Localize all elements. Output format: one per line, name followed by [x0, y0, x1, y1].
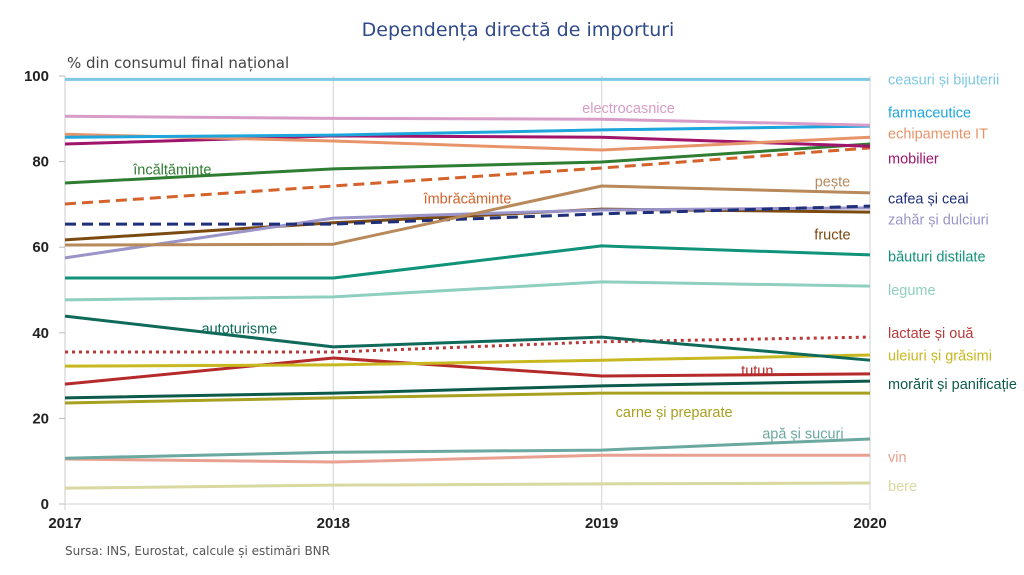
- series-line-18: [64, 391, 870, 405]
- y-tick-label: 0: [41, 496, 49, 513]
- series-line-7: [64, 184, 871, 247]
- series-line-20: [64, 453, 870, 464]
- series-line-11: [65, 244, 871, 280]
- series-line-13: [64, 314, 871, 362]
- legend-label: uleiuri și grăsimi: [888, 348, 992, 364]
- inline-series-label: apă și sucuri: [762, 426, 843, 442]
- y-tick-label: 40: [32, 325, 49, 342]
- legend-label: vin: [888, 450, 907, 466]
- series-line-21: [64, 481, 871, 490]
- y-tick-label: 80: [32, 154, 49, 171]
- y-tick-label: 20: [32, 410, 49, 427]
- series-labels: ceasuri și bijuterii farmaceutice echipame…: [132, 72, 1017, 495]
- inline-series-label: pește: [815, 174, 850, 190]
- inline-series-label: electrocasnice: [582, 101, 675, 117]
- series-line-15: [64, 353, 871, 368]
- y-tick-label: 60: [32, 239, 49, 256]
- legend-label: zahăr și dulciuri: [888, 212, 989, 228]
- legend-label: legume: [888, 283, 936, 299]
- legend-label: ceasuri și bijuterii: [888, 72, 999, 88]
- series-line-12: [64, 280, 871, 302]
- series-line-2: [64, 124, 871, 139]
- inline-series-label: carne și preparate: [616, 405, 733, 421]
- series-line-8: [65, 204, 871, 226]
- x-tick-label: 2018: [317, 515, 350, 532]
- series-lines: [64, 77, 871, 490]
- inline-series-label: autoturisme: [202, 322, 278, 338]
- legend-label: echipamente IT: [888, 126, 988, 142]
- source-note: Sursa: INS, Eurostat, calcule și estimăr…: [65, 544, 330, 558]
- series-line-6: [64, 146, 871, 206]
- series-line-16: [64, 356, 871, 386]
- y-axis-label: % din consumul final național: [67, 54, 289, 72]
- series-line-19: [64, 437, 871, 460]
- series-line-4: [64, 134, 871, 148]
- legend-label: cafea și ceai: [888, 191, 969, 207]
- legend-label: morărit și panificație: [888, 377, 1017, 393]
- series-line-14: [65, 335, 871, 354]
- axes: 0 20 40 60 80 100 2017 2018 2019 2020: [24, 68, 887, 532]
- series-line-17: [64, 379, 871, 400]
- x-tick-label: 2020: [853, 515, 886, 532]
- inline-series-label: încălțăminte: [132, 162, 211, 178]
- legend-label: bere: [888, 479, 917, 495]
- series-line-5: [64, 142, 871, 185]
- x-tick-label: 2019: [585, 515, 618, 532]
- y-tick-label: 100: [24, 68, 49, 85]
- x-tick-label: 2017: [48, 515, 81, 532]
- legend-label: băuturi distilate: [888, 250, 986, 266]
- inline-series-label: îmbrăcăminte: [423, 191, 512, 207]
- chart-title: Dependența directă de importuri: [362, 19, 675, 41]
- series-line-1: [64, 114, 871, 127]
- inline-series-label: tutun: [741, 363, 773, 379]
- legend-label: farmaceutice: [888, 105, 971, 121]
- legend-label: mobilier: [888, 152, 939, 168]
- legend-label: lactate și ouă: [888, 326, 974, 342]
- inline-series-label: fructe: [814, 227, 850, 243]
